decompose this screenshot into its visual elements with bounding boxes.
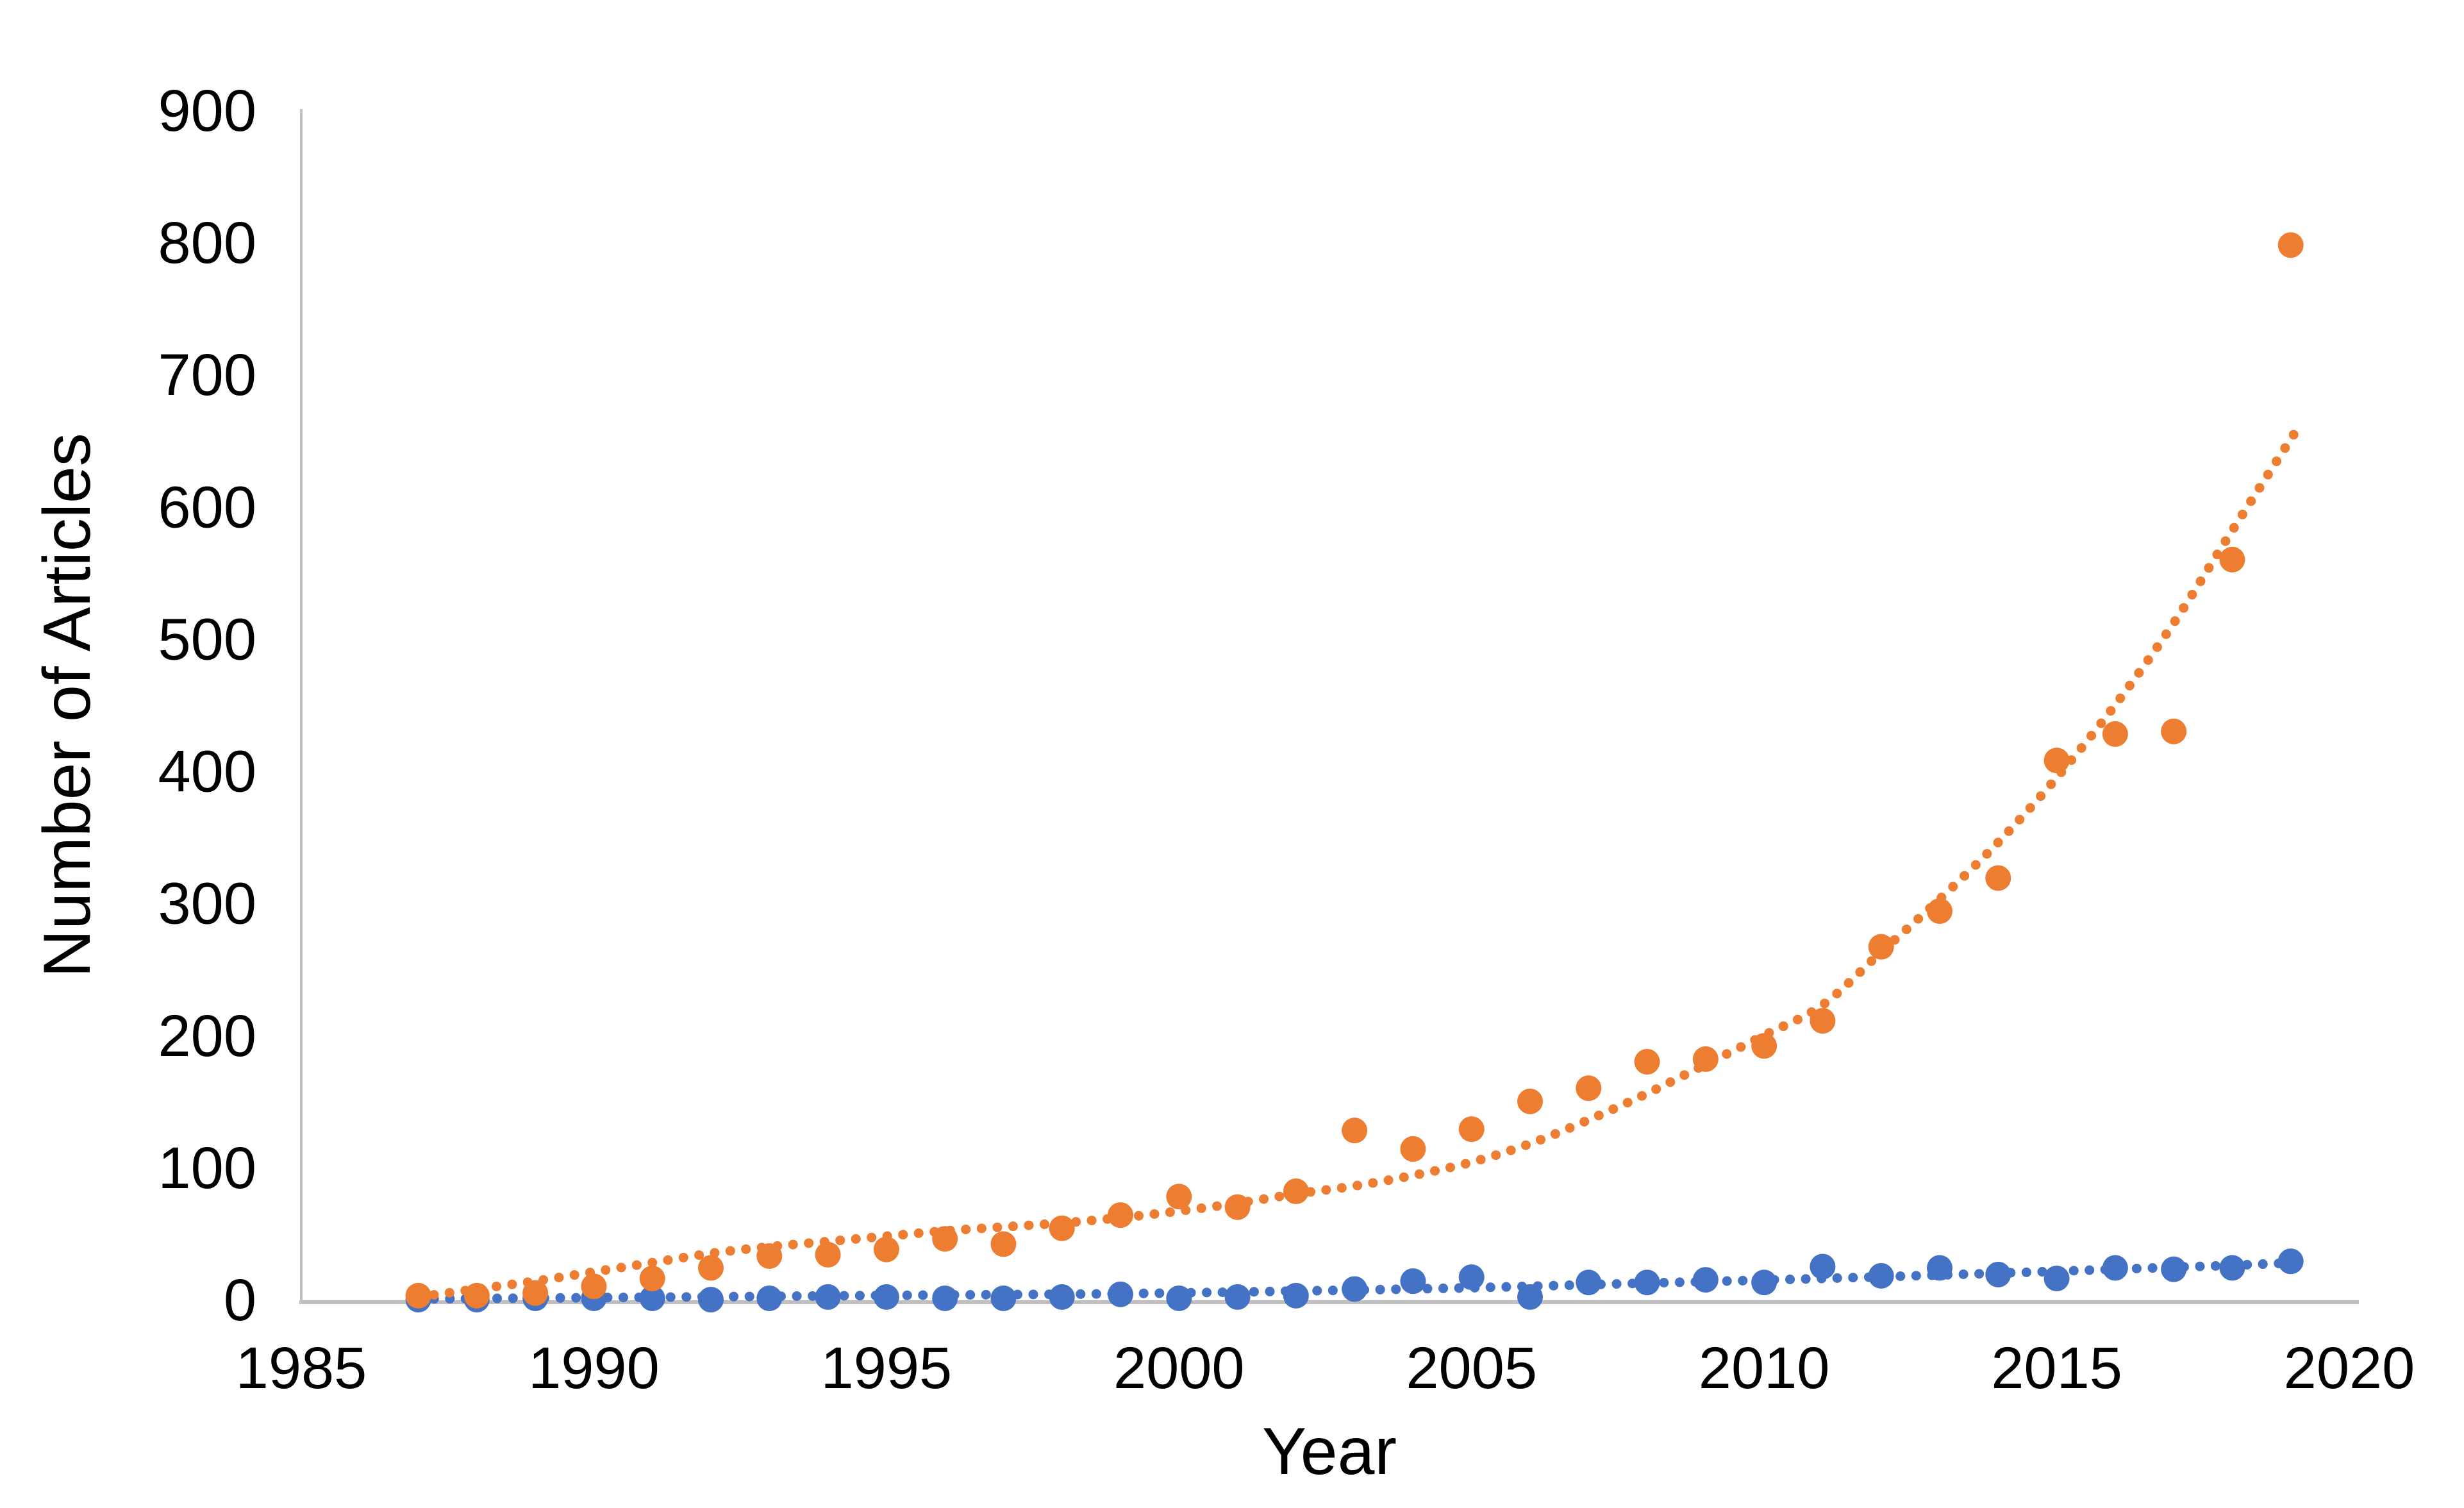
blue-series-point-2010 (1751, 1269, 1777, 1296)
blue-series-point-2001 (1224, 1284, 1251, 1310)
orange-series-point-2011 (1810, 1008, 1836, 1034)
orange-series-point-2012 (1868, 934, 1894, 960)
orange-series-point-2004 (1400, 1136, 1426, 1162)
orange-series-point-2001 (1224, 1194, 1251, 1220)
x-tick-label-2000: 2000 (1113, 1336, 1245, 1401)
blue-series-point-1992 (698, 1287, 724, 1312)
orange-series-point-2010 (1751, 1033, 1777, 1059)
orange-series-point-1991 (639, 1266, 665, 1292)
orange-series-point-1989 (522, 1280, 549, 1306)
y-tick-label-900: 900 (158, 78, 257, 144)
orange-series-point-2008 (1634, 1049, 1660, 1075)
orange-series-point-2000 (1166, 1184, 1192, 1210)
orange-series-point-2013 (1927, 898, 1952, 925)
x-tick-label-1995: 1995 (821, 1336, 953, 1401)
orange-series-point-1999 (1108, 1202, 1133, 1228)
trendlines (413, 425, 2302, 1304)
orange-series-point-2018 (2219, 546, 2245, 573)
orange-series-point-1993 (756, 1243, 783, 1269)
blue-series-point-2012 (1868, 1262, 1894, 1289)
orange-series-point-2007 (1576, 1075, 1602, 1102)
blue-series-point-2009 (1692, 1267, 1719, 1293)
orange-series-point-2015 (2044, 748, 2070, 774)
blue-series-point-2004 (1400, 1268, 1426, 1294)
orange-series-point-2019 (2277, 232, 2304, 258)
blue-series-point-1996 (932, 1285, 958, 1311)
orange-series-point-1988 (463, 1282, 490, 1309)
y-tick-label-600: 600 (158, 474, 257, 540)
y-tick-label-200: 200 (158, 1003, 257, 1069)
blue-series-point-1995 (873, 1284, 899, 1310)
blue-series-point-2016 (2102, 1255, 2128, 1281)
blue-series-point-2002 (1283, 1282, 1309, 1309)
blue-series-point-2003 (1342, 1276, 1368, 1302)
orange-series-point-1992 (698, 1255, 724, 1281)
orange-series-trendline (413, 425, 2302, 1302)
x-tick-label-1990: 1990 (528, 1336, 660, 1401)
y-tick-label-100: 100 (158, 1135, 257, 1201)
blue-series-point-1998 (1049, 1284, 1075, 1310)
orange-series-point-2017 (2161, 718, 2187, 744)
blue-series-point-2017 (2161, 1256, 2187, 1282)
orange-series-point-1995 (873, 1236, 899, 1262)
orange-series-point-1987 (405, 1282, 431, 1309)
tick-labels: 0 100 200 300 400 500 600 700 800 900 1985 1990 1995… (158, 78, 2415, 1401)
y-tick-label-0: 0 (224, 1268, 256, 1333)
y-tick-label-300: 300 (158, 871, 257, 937)
blue-series-point-2000 (1166, 1285, 1192, 1311)
blue-series-point-2007 (1576, 1269, 1602, 1296)
x-tick-label-2005: 2005 (1406, 1336, 1537, 1401)
orange-series-point-1998 (1049, 1215, 1075, 1241)
orange-series-point-1996 (932, 1226, 958, 1252)
orange-series-point-2014 (1985, 865, 2011, 891)
y-tick-label-500: 500 (158, 607, 257, 672)
x-tick-label-2010: 2010 (1699, 1336, 1830, 1401)
orange-series-point-2016 (2102, 721, 2128, 747)
x-tick-label-2015: 2015 (1991, 1336, 2122, 1401)
y-tick-label-400: 400 (158, 739, 257, 805)
blue-series-point-2008 (1634, 1269, 1660, 1296)
data-points (405, 232, 2304, 1312)
blue-series-point-2014 (1985, 1261, 2011, 1287)
blue-series-point-1994 (815, 1284, 841, 1310)
orange-series-point-2009 (1692, 1046, 1719, 1072)
orange-series-point-2005 (1458, 1116, 1485, 1143)
blue-series-point-2018 (2219, 1255, 2245, 1281)
y-tick-label-700: 700 (158, 342, 257, 408)
blue-series-point-2013 (1927, 1255, 1952, 1281)
orange-series-point-2003 (1342, 1118, 1368, 1144)
blue-series-point-2005 (1458, 1264, 1485, 1290)
orange-series-point-2006 (1517, 1088, 1543, 1114)
orange-series-point-1997 (990, 1231, 1017, 1257)
x-axis-title: Year (1262, 1414, 1397, 1489)
y-axis-title: Number of Articles (30, 433, 104, 978)
orange-series-point-1994 (815, 1241, 841, 1268)
blue-series-point-1997 (990, 1285, 1017, 1311)
x-tick-label-1985: 1985 (236, 1336, 367, 1401)
blue-series-point-2015 (2044, 1266, 2070, 1292)
orange-series-point-2002 (1283, 1178, 1309, 1204)
blue-series-point-1991 (639, 1285, 665, 1311)
blue-series-point-2006 (1517, 1284, 1543, 1310)
blue-series-point-2011 (1810, 1253, 1836, 1280)
blue-series-point-1999 (1108, 1281, 1133, 1307)
blue-series-point-1993 (756, 1285, 783, 1311)
blue-series-point-2019 (2277, 1248, 2304, 1275)
axes (299, 109, 2359, 1304)
orange-series-point-1990 (581, 1273, 607, 1300)
y-tick-label-800: 800 (158, 210, 257, 276)
x-tick-label-2020: 2020 (2284, 1336, 2415, 1401)
